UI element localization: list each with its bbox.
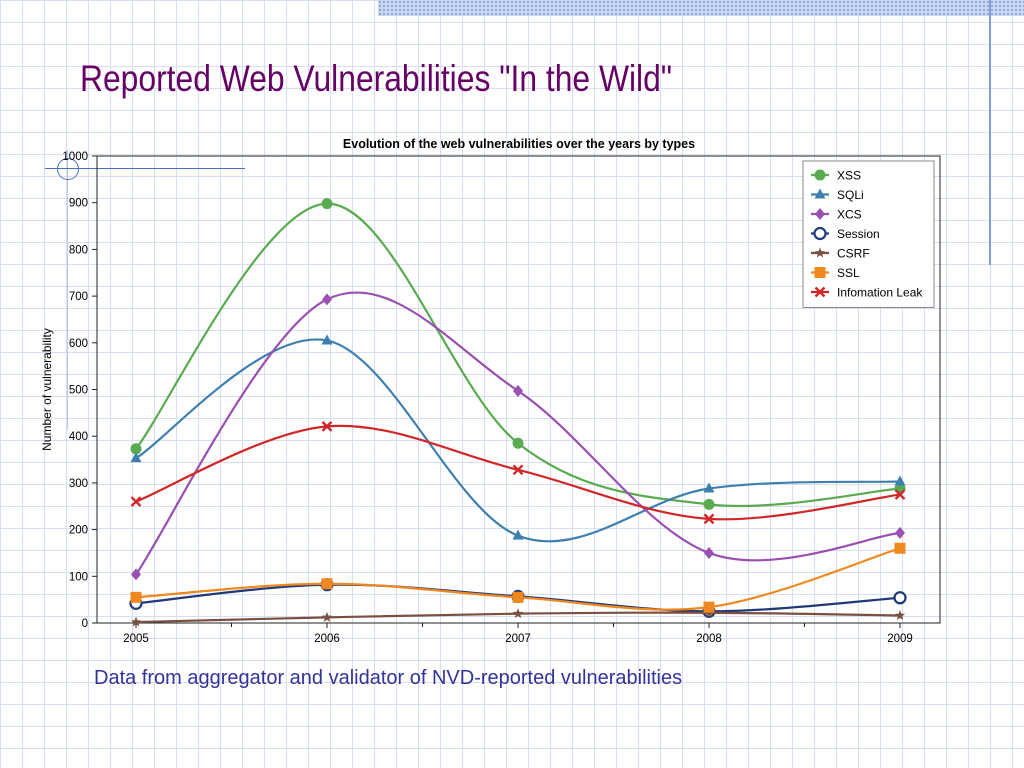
y-tick-label: 200: [69, 525, 88, 537]
legend-label-xss: XSS: [837, 169, 861, 183]
data-point-xss: [130, 443, 142, 455]
decorative-vertical-line: [989, 0, 991, 265]
data-point-xcs: [895, 526, 905, 539]
legend-item-sqli: SQLi: [811, 188, 864, 202]
decorative-horizontal-line: [45, 168, 245, 169]
legend-item-session: Session: [811, 226, 880, 241]
legend-marker-infomation-leak: [814, 286, 826, 298]
series-sqli: [130, 334, 906, 543]
data-point-xss: [321, 198, 333, 210]
series-infomation-leak: [130, 421, 906, 525]
data-point-sqli: [321, 334, 333, 345]
series-ssl: [130, 542, 906, 613]
legend-label-session: Session: [837, 227, 880, 241]
legend-item-xcs: XCS: [811, 208, 862, 222]
data-point-session: [893, 591, 907, 605]
top-decorative-band: [378, 0, 1024, 16]
data-point-xcs: [704, 546, 714, 559]
data-point-ssl: [321, 578, 333, 590]
data-point-ssl: [894, 542, 906, 554]
data-point-infomation-leak: [703, 513, 715, 525]
slide-caption: Data from aggregator and validator of NV…: [94, 667, 683, 689]
y-tick-label: 300: [69, 478, 88, 490]
data-point-infomation-leak: [130, 496, 142, 507]
y-tick-label: 500: [69, 385, 88, 397]
data-point-xss: [703, 498, 715, 510]
y-tick-label: 800: [69, 244, 88, 256]
data-point-csrf: [512, 608, 524, 619]
data-point-sqli: [894, 475, 906, 486]
y-tick-label: 100: [69, 571, 88, 583]
y-tick-label: 0: [82, 618, 88, 630]
slide-title: Reported Web Vulnerabilities "In the Wil…: [80, 58, 673, 99]
y-tick-label: 400: [69, 431, 88, 443]
x-tick-label: 2006: [314, 633, 340, 645]
decorative-vertical-line-left: [67, 150, 68, 430]
legend-item-csrf: CSRF: [811, 247, 870, 261]
data-point-csrf: [321, 611, 333, 622]
legend-label-csrf: CSRF: [837, 247, 870, 261]
data-point-xcs: [513, 384, 523, 397]
data-point-infomation-leak: [321, 421, 333, 432]
data-point-xcs: [322, 293, 332, 306]
series-xss: [130, 198, 906, 510]
series-xcs: [131, 291, 905, 581]
chart-container: Evolution of the web vulnerabilities ove…: [0, 130, 1024, 660]
legend-label-ssl: SSL: [837, 266, 860, 280]
legend-item-ssl: SSL: [811, 266, 860, 280]
legend: XSS SQLi XCS Session CSRF SSL Infomation Leak: [802, 160, 935, 308]
legend-marker-session: [813, 226, 827, 241]
legend-label-infomation-leak: Infomation Leak: [837, 286, 923, 300]
y-axis-label: Number of vulnerability: [40, 328, 54, 451]
data-point-csrf: [894, 610, 906, 620]
data-point-infomation-leak: [512, 464, 524, 476]
decorative-circle: [57, 158, 79, 180]
y-tick-label: 900: [69, 198, 88, 210]
series-line-xss: [135, 202, 901, 508]
data-point-ssl: [130, 591, 142, 603]
legend-item-xss: XSS: [811, 169, 861, 183]
chart-title: Evolution of the web vulnerabilities ove…: [343, 137, 695, 151]
legend-item-infomation-leak: Infomation Leak: [811, 286, 923, 300]
legend-marker-xss: [814, 169, 826, 181]
data-point-infomation-leak: [894, 489, 906, 500]
series-line-xcs: [135, 291, 901, 576]
y-tick-label: 700: [69, 291, 88, 303]
line-chart: Evolution of the web vulnerabilities ove…: [40, 137, 941, 645]
legend-marker-xcs: [815, 208, 825, 220]
data-point-csrf: [130, 616, 142, 627]
data-point-sqli: [130, 452, 142, 463]
data-point-ssl: [703, 601, 715, 613]
x-tick-label: 2008: [696, 633, 722, 645]
y-tick-label: 600: [69, 338, 88, 350]
x-tick-label: 2007: [505, 633, 531, 645]
data-point-xcs: [131, 568, 141, 581]
x-tick-label: 2009: [887, 633, 913, 645]
y-tick-label: 1000: [62, 151, 88, 163]
x-tick-label: 2005: [123, 633, 149, 645]
legend-marker-csrf: [814, 247, 826, 258]
data-point-sqli: [512, 529, 524, 540]
legend-marker-ssl: [814, 267, 826, 278]
data-point-ssl: [512, 591, 524, 603]
data-point-sqli: [703, 482, 715, 493]
legend-marker-sqli: [814, 188, 826, 199]
legend-label-sqli: SQLi: [837, 188, 864, 202]
series-line-sqli: [135, 338, 901, 543]
legend-label-xcs: XCS: [837, 208, 862, 222]
data-point-xss: [512, 437, 524, 449]
